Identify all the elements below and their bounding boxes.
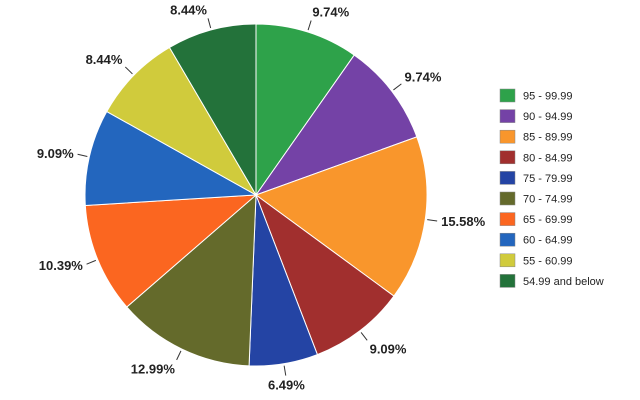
legend-label: 70 - 74.99 xyxy=(523,194,573,206)
slice-label-75-79-99: 6.49% xyxy=(268,378,305,393)
pie-slice-85-89-99 xyxy=(254,136,428,297)
legend-item-65-69-99: 65 - 69.99 xyxy=(499,212,573,226)
leader-line xyxy=(307,20,312,31)
pie-slice-54-99-and-below xyxy=(168,23,257,197)
legend-swatch xyxy=(499,212,516,226)
legend-item-70-74-99: 70 - 74.99 xyxy=(499,191,573,206)
legend-item-55-60-99: 55 - 60.99 xyxy=(499,253,573,268)
legend-swatch xyxy=(499,150,516,165)
legend: 95 - 99.99 90 - 94.99 85 - 89.99 80 - 84.99… xyxy=(499,88,604,288)
legend-label: 54.99 and below xyxy=(523,276,604,288)
legend-swatch xyxy=(499,274,516,288)
leader-line xyxy=(86,259,97,265)
slice-label-55-60-99: 8.44% xyxy=(86,52,123,67)
legend-label: 60 - 64.99 xyxy=(523,235,573,247)
legend-swatch xyxy=(499,109,516,123)
legend-swatch xyxy=(499,129,516,144)
pie-slice-55-60-99 xyxy=(106,46,258,197)
slice-label-70-74-99: 12.99% xyxy=(131,361,176,376)
leader-line xyxy=(176,350,182,361)
slice-label-90-94-99: 9.74% xyxy=(405,69,442,84)
leader-line xyxy=(124,66,133,75)
legend-swatch xyxy=(499,171,516,185)
legend-swatch xyxy=(499,253,516,268)
leader-line xyxy=(360,332,368,341)
slice-label-85-89-99: 15.58% xyxy=(441,214,486,229)
legend-label: 55 - 60.99 xyxy=(523,255,573,267)
slice-label-60-64-99: 9.09% xyxy=(37,146,74,161)
legend-label: 95 - 99.99 xyxy=(523,91,573,103)
legend-item-80-84-99: 80 - 84.99 xyxy=(499,150,573,165)
legend-label: 75 - 79.99 xyxy=(523,173,573,185)
legend-label: 80 - 84.99 xyxy=(523,152,573,164)
pie-slice-70-74-99 xyxy=(126,193,257,367)
legend-item-54-99-and-below: 54.99 and below xyxy=(499,274,604,288)
legend-label: 90 - 94.99 xyxy=(523,111,573,123)
leader-line xyxy=(393,83,402,91)
pie-labels: 9.74% 9.74% 15.58% 9.09% 6.49% 12.99% 10.39% 9.… xyxy=(37,3,486,393)
legend-item-85-89-99: 85 - 89.99 xyxy=(499,129,573,144)
legend-swatch xyxy=(499,88,516,103)
legend-item-60-64-99: 60 - 64.99 xyxy=(499,232,573,247)
leader-line xyxy=(427,219,438,222)
leader-line xyxy=(77,153,88,157)
slice-label-80-84-99: 9.09% xyxy=(370,342,407,357)
leader-line xyxy=(283,365,287,376)
pie-slice-90-94-99 xyxy=(254,54,418,197)
legend-swatch xyxy=(499,191,516,206)
slice-label-54-99-and-below: 8.44% xyxy=(170,3,207,18)
pie-slice-95-99-99 xyxy=(255,23,355,197)
slice-label-95-99-99: 9.74% xyxy=(312,5,349,20)
legend-label: 65 - 69.99 xyxy=(523,214,573,226)
legend-item-95-99-99: 95 - 99.99 xyxy=(499,88,573,103)
legend-swatch xyxy=(499,232,516,247)
slice-label-65-69-99: 10.39% xyxy=(39,258,84,273)
leader-line xyxy=(207,18,212,29)
legend-item-90-94-99: 90 - 94.99 xyxy=(499,109,573,123)
legend-label: 85 - 89.99 xyxy=(523,132,573,144)
pie-slice-60-64-99 xyxy=(84,110,258,206)
pie-slices xyxy=(84,23,428,367)
pie-slice-80-84-99 xyxy=(254,193,395,356)
pie-slice-65-69-99 xyxy=(84,194,258,308)
legend-item-75-79-99: 75 - 79.99 xyxy=(499,171,573,185)
